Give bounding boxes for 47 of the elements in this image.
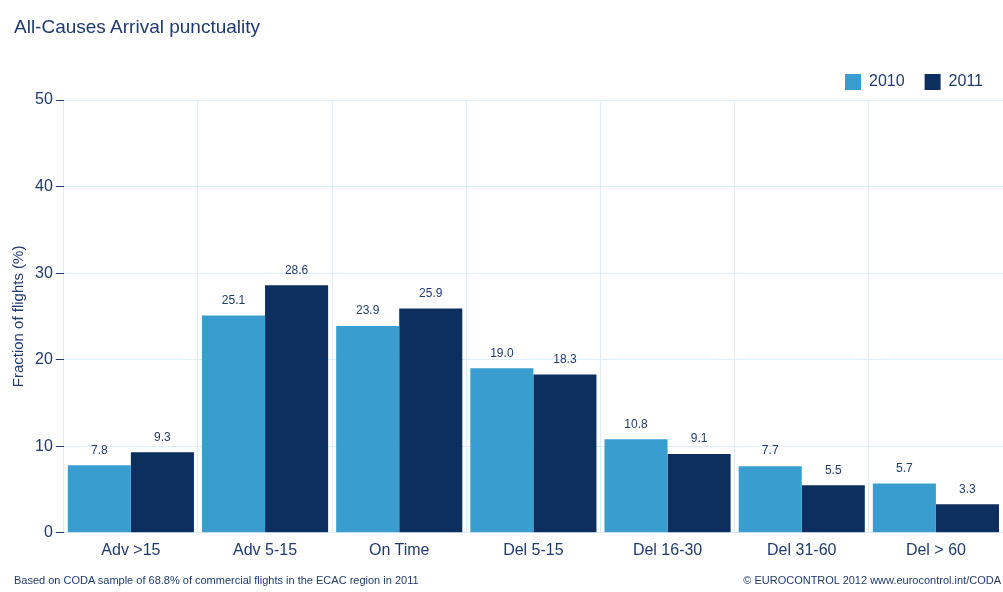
x-tick-label: Del 16-30 <box>632 540 703 558</box>
y-tick-label: 20 <box>35 350 53 368</box>
y-tick-label: 10 <box>35 436 53 454</box>
y-axis-title: Fraction of flights (%) <box>9 245 27 388</box>
x-tick-label: Adv 5-15 <box>233 540 298 558</box>
bar <box>130 452 194 533</box>
bar <box>201 315 266 533</box>
bar <box>801 485 865 533</box>
data-label: 10.8 <box>624 416 649 431</box>
data-label: 3.3 <box>959 481 977 496</box>
bar <box>604 439 668 533</box>
bar <box>67 465 131 533</box>
data-label: 5.5 <box>824 462 842 477</box>
y-tick-label: 0 <box>43 523 53 541</box>
legend-label: 2011 <box>948 72 984 90</box>
x-tick-label: Del 5-15 <box>503 540 564 558</box>
data-label: 25.1 <box>221 292 246 307</box>
bar <box>738 466 802 533</box>
data-label: 9.1 <box>690 431 708 446</box>
text: © EUROCONTROL 2012 www.eurocontrol.int/CODA <box>743 574 1001 586</box>
bar <box>399 308 463 533</box>
x-tick-label: Adv >15 <box>101 540 161 558</box>
bar <box>265 285 329 533</box>
data-label: 25.9 <box>419 285 443 300</box>
bar <box>667 454 731 533</box>
text: Based on CODA sample of 68.8% of commercial flights in the ECAC region in 2011 <box>14 574 419 586</box>
data-label: 7.8 <box>91 442 109 457</box>
y-tick-label: 30 <box>35 263 53 281</box>
data-label: 19.0 <box>490 345 514 360</box>
y-tick-label: 50 <box>35 90 53 108</box>
x-tick-label: Del 31-60 <box>767 540 837 558</box>
data-label: 28.6 <box>284 262 309 277</box>
data-label: 5.7 <box>896 460 914 475</box>
bar <box>533 374 597 533</box>
data-label: 7.7 <box>761 443 779 458</box>
bar <box>336 325 400 533</box>
data-label: 9.3 <box>154 429 172 444</box>
bar <box>470 368 534 533</box>
x-tick-label: On Time <box>368 540 430 558</box>
x-tick-label: Del > 60 <box>905 540 967 558</box>
chart-title: All-Causes Arrival punctuality <box>14 16 261 38</box>
data-label: 18.3 <box>553 351 577 366</box>
y-tick-label: 40 <box>35 176 53 194</box>
data-label: 23.9 <box>356 303 380 318</box>
bar <box>872 483 936 533</box>
legend-label: 2010 <box>869 72 905 90</box>
bar <box>935 504 999 533</box>
